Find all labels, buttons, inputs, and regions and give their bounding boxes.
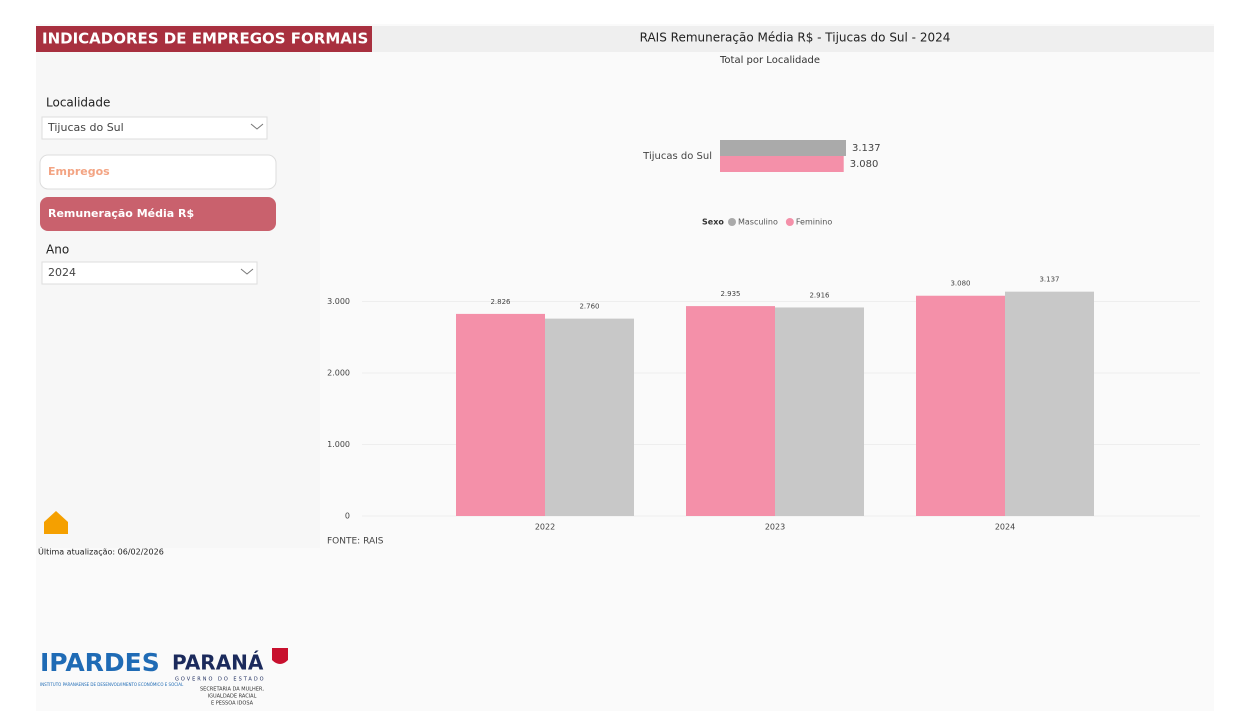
logo-ipardes: IPARDES xyxy=(40,648,160,677)
chart-subtitle: Total por Localidade xyxy=(719,55,820,66)
dropdown[interactable] xyxy=(41,116,268,140)
logo-text: SECRETARIA DA MULHER, xyxy=(200,687,264,693)
dropdown-value: Tijucas do Sul xyxy=(47,121,124,134)
bar xyxy=(686,306,775,516)
bar xyxy=(916,295,1005,516)
header-bar xyxy=(36,26,372,52)
y-tick-label: 0 xyxy=(345,512,350,521)
logo-text: E PESSOA IDOSA xyxy=(211,701,254,707)
legend-title: Sexo xyxy=(702,218,724,227)
data-label: 2.760 xyxy=(579,303,599,311)
button-label: Remuneração Média R$ xyxy=(48,207,194,220)
x-tick-label: 2022 xyxy=(535,523,555,532)
x-tick-label: 2024 xyxy=(995,523,1015,532)
data-label: 3.137 xyxy=(1039,276,1059,284)
data-label: 2.935 xyxy=(720,290,740,298)
bar xyxy=(456,313,545,516)
data-label: 3.080 xyxy=(950,280,970,288)
filter-label: Localidade xyxy=(46,96,110,110)
legend-label: Masculino xyxy=(738,218,778,227)
bar xyxy=(545,318,634,516)
dropdown-value: 2024 xyxy=(48,266,76,279)
bar xyxy=(720,140,846,156)
data-label: 3.137 xyxy=(852,143,881,154)
legend-marker xyxy=(785,218,794,226)
filter-label: Ano xyxy=(46,243,69,257)
button[interactable] xyxy=(39,154,277,190)
chart-title: RAIS Remuneração Média R$ - Tijucas do S… xyxy=(640,31,951,45)
x-tick-label: 2023 xyxy=(765,523,785,532)
dropdown[interactable] xyxy=(41,261,258,285)
y-tick-label: 2.000 xyxy=(327,368,350,377)
y-tick-label: 3.000 xyxy=(327,297,350,306)
update-date: Última atualização: 06/02/2026 xyxy=(38,546,164,557)
dropdown-arrow xyxy=(250,123,264,130)
dropdown-arrow xyxy=(240,268,254,275)
home-icon[interactable] xyxy=(44,511,68,534)
title-bar xyxy=(372,26,1214,52)
header-title: INDICADORES DE EMPREGOS FORMAIS xyxy=(42,30,368,48)
legend-label: Feminino xyxy=(796,218,832,227)
data-label: 3.080 xyxy=(850,159,879,170)
button-active[interactable] xyxy=(40,197,276,231)
logo-parana: PARANÁ xyxy=(172,651,264,675)
data-label: 2.916 xyxy=(809,291,830,299)
logo-shield xyxy=(272,648,288,664)
bar xyxy=(720,156,844,172)
bar xyxy=(1005,291,1094,516)
logo-subtitle: GOVERNO DO ESTADO xyxy=(175,677,266,683)
button-label: Empregos xyxy=(48,165,110,178)
logo-subtitle: INSTITUTO PARANAENSE DE DESENVOLVIMENTO … xyxy=(40,682,184,687)
y-tick-label: Tijucas do Sul xyxy=(642,151,712,162)
data-label: 2.826 xyxy=(490,298,511,306)
bar xyxy=(775,307,864,516)
source: FONTE: RAIS xyxy=(327,537,384,547)
logo-text: IGUALDADE RACIAL xyxy=(208,694,257,700)
y-tick-label: 1.000 xyxy=(327,440,350,449)
legend-marker xyxy=(728,218,736,226)
